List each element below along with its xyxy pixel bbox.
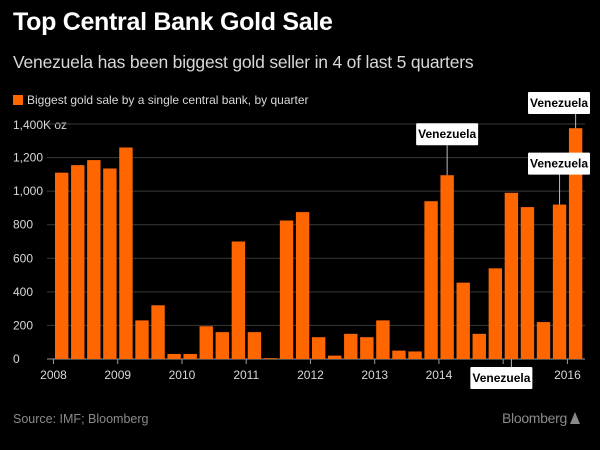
y-tick-label: 200 (13, 318, 33, 332)
bar (215, 332, 229, 359)
bar (55, 172, 69, 359)
callout-box (470, 367, 533, 389)
bar (87, 160, 101, 359)
bar (231, 241, 246, 359)
x-tick-label: 2012 (297, 368, 324, 382)
callout-label: Venezuela (472, 371, 530, 385)
callout-box (528, 152, 590, 175)
bar (424, 201, 438, 359)
bar (408, 351, 422, 359)
bar (135, 320, 149, 359)
y-tick-label: 800 (13, 218, 33, 232)
callout-box (528, 92, 590, 114)
bar (328, 355, 342, 359)
x-tick-label: 2008 (40, 368, 67, 382)
x-tick-label: 2013 (361, 368, 388, 382)
bar (440, 175, 454, 359)
brand-mark-icon (570, 412, 580, 424)
x-tick-label: 2016 (554, 368, 581, 382)
bar (311, 337, 326, 359)
bar (263, 358, 278, 359)
brand-label: Bloomberg (501, 410, 567, 426)
callout-label: Venezuela (530, 157, 588, 171)
bar (360, 337, 374, 359)
bar (103, 168, 117, 359)
bar (71, 165, 85, 359)
bar (520, 207, 535, 359)
chart-title: Top Central Bank Gold Sale (13, 8, 333, 36)
callout-box (416, 123, 479, 146)
y-tick-label: 1,000 (13, 184, 43, 198)
bar (392, 350, 406, 359)
bloomberg-logo: Bloomberg (502, 410, 580, 426)
legend-swatch (13, 95, 23, 105)
x-tick-label: 2014 (426, 368, 453, 382)
bar (376, 320, 390, 359)
bar (504, 192, 519, 359)
y-tick-label: 1,200 (13, 151, 43, 165)
source-note: Source: IMF; Bloomberg (13, 412, 149, 426)
legend-label: Biggest gold sale by a single central ba… (27, 93, 309, 107)
y-tick-label: 400 (13, 285, 33, 299)
chart-subtitle: Venezuela has been biggest gold seller i… (13, 52, 474, 72)
bar (344, 333, 358, 359)
bar (151, 305, 165, 359)
bar (456, 282, 470, 359)
x-tick-label: 2009 (104, 368, 131, 382)
legend: Biggest gold sale by a single central ba… (13, 93, 309, 107)
callout-label: Venezuela (530, 96, 588, 110)
bar (119, 147, 133, 359)
bar (472, 333, 486, 359)
bar (552, 204, 567, 359)
bar (279, 220, 294, 359)
y-tick-label: 0 (13, 352, 20, 366)
x-tick-label: 2010 (169, 368, 196, 382)
callout-label: Venezuela (418, 127, 476, 141)
bar (488, 268, 503, 359)
bar (167, 353, 181, 359)
bar (536, 322, 551, 359)
bar (568, 128, 583, 359)
x-tick-label: 2011 (233, 368, 259, 382)
bar (183, 353, 197, 359)
bar (295, 212, 310, 359)
bar (199, 326, 213, 359)
bar (247, 332, 262, 359)
y-axis-unit-label: 1,400K oz (13, 118, 68, 132)
y-tick-label: 600 (13, 251, 33, 265)
